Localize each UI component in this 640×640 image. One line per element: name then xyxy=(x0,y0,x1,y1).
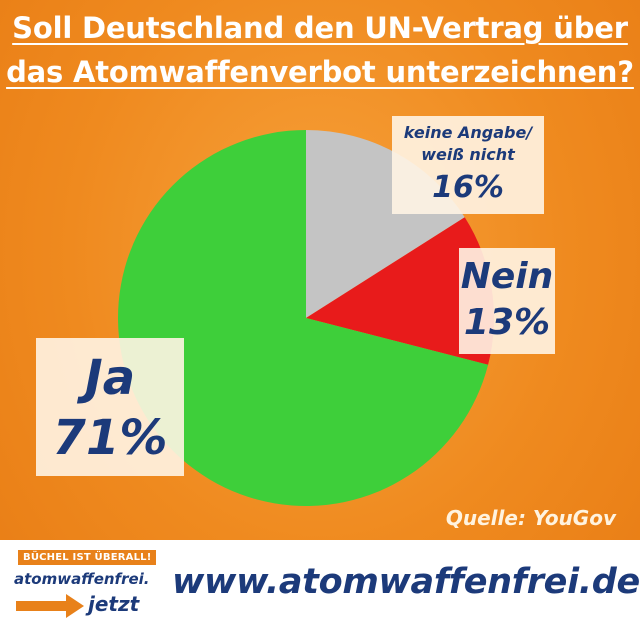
title-line-1: Soll Deutschland den UN-Vertrag über xyxy=(12,11,628,45)
pie-slice-2 xyxy=(117,130,489,507)
label-keine-angabe-percent: 16% xyxy=(432,170,504,205)
logo-text-line1: atomwaffenfrei. xyxy=(14,570,150,588)
label-keine-angabe: keine Angabe/ weiß nicht 16% xyxy=(392,116,544,214)
logo-text-line2: jetzt xyxy=(88,592,140,616)
label-ja-text: Ja xyxy=(84,350,136,406)
label-nein-text: Nein xyxy=(460,256,554,297)
title-line-2: das Atomwaffenverbot unterzeichnen? xyxy=(6,55,634,89)
arrow-right-icon xyxy=(16,594,84,618)
source-label: Quelle: YouGov xyxy=(445,506,616,530)
chart-title: Soll Deutschland den UN-Vertrag über das… xyxy=(0,6,640,94)
label-keine-angabe-line2: weiß nicht xyxy=(421,145,515,164)
label-nein-percent: 13% xyxy=(463,302,551,343)
pie-slice-1 xyxy=(306,217,494,365)
label-keine-angabe-line1: keine Angabe/ xyxy=(403,123,533,142)
label-ja-percent: 71% xyxy=(52,410,168,466)
label-nein: Nein 13% xyxy=(459,248,555,354)
campaign-badge: BÜCHEL IST ÜBERALL! xyxy=(18,550,157,565)
footer-banner: BÜCHEL IST ÜBERALL! atomwaffenfrei. jetz… xyxy=(0,540,640,640)
label-ja: Ja 71% xyxy=(36,338,184,476)
website-link[interactable]: www.atomwaffenfrei.de xyxy=(172,562,640,602)
